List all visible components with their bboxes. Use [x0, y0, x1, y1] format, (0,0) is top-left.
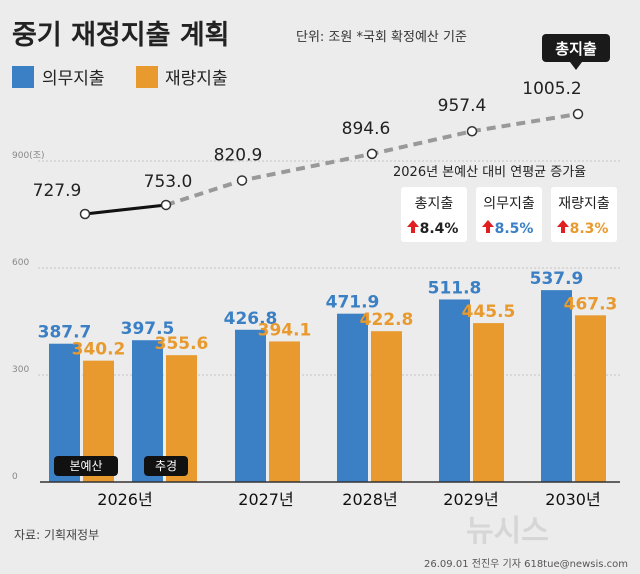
- total-line-label: 1005.2: [522, 79, 581, 99]
- y-tick-label: 900(조): [12, 151, 44, 161]
- bar-mandatory: [541, 290, 572, 482]
- x-tick-label: 2027년: [238, 490, 293, 509]
- y-tick-label: 600: [12, 258, 29, 268]
- bar-label-mandatory: 537.9: [530, 269, 584, 289]
- total-line-point: [79, 208, 91, 220]
- up-arrow-icon: [482, 220, 494, 233]
- x-tick-label: 2030년: [545, 490, 600, 509]
- legend: 의무지출 재량지출: [12, 66, 228, 89]
- total-callout-label: 총지출: [555, 40, 597, 58]
- bar-discretionary: [473, 323, 504, 482]
- newsis-logo: 뉴시스: [466, 514, 549, 549]
- total-line-point: [572, 108, 584, 120]
- total-line-label: 820.9: [214, 145, 263, 165]
- x-tick-label: 2028년: [342, 490, 397, 509]
- total-line-label: 727.9: [33, 181, 82, 201]
- bar-label-discretionary: 394.1: [258, 320, 312, 340]
- bar-badge-box: [144, 456, 188, 476]
- growth-card: [401, 187, 467, 242]
- bar-label-mandatory: 426.8: [224, 309, 278, 329]
- total-line-point: [236, 175, 248, 186]
- total-line-label: 753.0: [144, 172, 193, 192]
- growth-card: [551, 187, 617, 242]
- x-tick-labels: 2026년 2027년 2028년 2029년 2030년: [97, 490, 600, 509]
- y-tick-label: 300: [12, 365, 29, 375]
- bar-label-discretionary: 422.8: [360, 310, 414, 330]
- total-callout: 총지출: [542, 34, 610, 70]
- growth-value: 8.4%: [420, 221, 459, 237]
- x-tick-label: 2026년: [97, 490, 152, 509]
- y-tick-label: 0: [12, 472, 18, 482]
- source-note: 자료: 기획재정부: [14, 528, 99, 542]
- bar-label-discretionary: 355.6: [155, 334, 209, 354]
- bar-label-discretionary: 467.3: [564, 294, 618, 314]
- legend-swatch-blue: [12, 66, 34, 88]
- total-line: 727.9 753.0 820.9 894.6 957.4 1005.2: [33, 79, 584, 220]
- legend-label-mandatory: 의무지출: [42, 69, 105, 89]
- bar-discretionary: [371, 331, 402, 482]
- bar-mandatory: [337, 313, 368, 482]
- growth-card: [476, 187, 542, 242]
- bars: 387.7 397.5 426.8 471.9 511.8 537.9 340.2 355.6…: [38, 269, 618, 482]
- growth-label: 총지출: [415, 196, 454, 212]
- unit-note: 단위: 조원 *국회 확정예산 기준: [296, 30, 467, 45]
- total-callout-box: [542, 34, 610, 62]
- growth-label: 재량지출: [558, 196, 610, 212]
- up-arrow-icon: [407, 220, 419, 233]
- bar-mandatory: [235, 329, 266, 482]
- credit-line: 26.09.01 전진우 기자 618tue@newsis.com: [424, 558, 628, 570]
- total-line-point: [366, 148, 378, 160]
- bar-discretionary: [575, 315, 606, 482]
- legend-label-discretionary: 재량지출: [165, 69, 228, 89]
- bar-label-mandatory: 397.5: [121, 319, 175, 339]
- bar-label-mandatory: 471.9: [326, 293, 380, 313]
- x-tick-label: 2029년: [443, 490, 498, 509]
- bar-label-discretionary: 340.2: [72, 340, 126, 360]
- growth-value: 8.5%: [495, 221, 534, 237]
- growth-label: 의무지출: [483, 196, 535, 212]
- total-callout-pointer: [570, 62, 582, 70]
- bar-badge-box: [54, 456, 118, 476]
- bar-label-mandatory: 511.8: [428, 278, 482, 298]
- bar-badge-label: 본예산: [69, 459, 102, 473]
- total-line-label: 894.6: [342, 119, 391, 139]
- growth-panel: 2026년 본예산 대비 연평균 증가율 총지출 8.4% 의무지출 8.5% 재량지출…: [393, 165, 617, 242]
- growth-title: 2026년 본예산 대비 연평균 증가율: [393, 165, 586, 180]
- total-line-solid: [84, 203, 167, 216]
- bar-label-mandatory: 387.7: [38, 323, 92, 343]
- bar-mandatory: [439, 299, 470, 482]
- total-line-label: 957.4: [438, 96, 487, 116]
- bar-discretionary: [269, 341, 300, 482]
- total-line-point: [160, 199, 172, 211]
- bar-label-discretionary: 445.5: [462, 302, 516, 322]
- growth-value: 8.3%: [570, 221, 609, 237]
- chart-title: 중기 재정지출 계획: [12, 20, 230, 51]
- up-arrow-icon: [557, 220, 569, 233]
- bar-badge-label: 추경: [155, 459, 177, 473]
- total-line-point: [466, 125, 478, 137]
- legend-swatch-orange: [136, 66, 158, 88]
